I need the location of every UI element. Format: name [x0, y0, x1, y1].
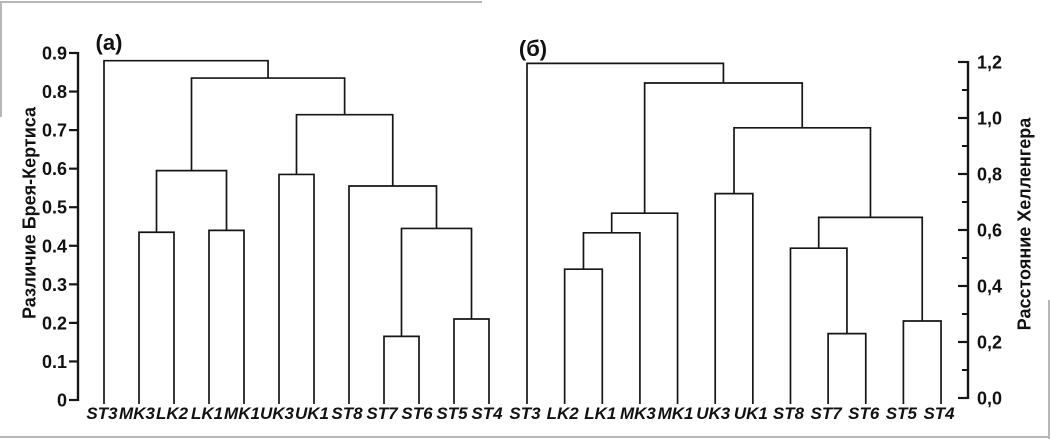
cluster-link-h0.59 [582, 231, 641, 404]
y-axis-tick-label: 0.2 [42, 313, 67, 333]
y-axis-tick-label: 1,2 [977, 53, 1002, 73]
cluster-link-h0.73 [714, 192, 754, 404]
leaf-label-st7: ST7 [366, 404, 399, 423]
cluster-link-h0.535 [789, 247, 848, 404]
leaf-label-st4: ST4 [471, 404, 503, 423]
cluster-link-h0.555 [348, 185, 438, 404]
left-axis-title: Различие Брея-Кертиса [19, 106, 40, 320]
scan-edge-right [1048, 300, 1050, 439]
cluster-link-h0.275 [902, 320, 942, 404]
panel-b: 1,2 1,0 0,8 0,6 0,4 0,2 0,0 ST3 LK2 LK1 MK3 MK1 UK3 U… [509, 53, 1002, 424]
scan-edge-bottom [0, 436, 1050, 438]
y-axis-tick-label: 0 [57, 391, 67, 411]
cluster-link-h0.46 [563, 268, 604, 404]
leaf-label-mk1: MK1 [224, 404, 260, 423]
panel-a-label: (а) [95, 30, 123, 55]
panel-a: 0.9 0.8 0.7 0.6 0.5 0.4 0.3 0.2 0.1 0 ST3 MK3 LK2 LK1… [42, 43, 503, 423]
y-axis-tick-label: 0,8 [977, 165, 1002, 185]
leaf-label-mk3: MK3 [119, 404, 155, 423]
cluster-link-h0.44 [208, 229, 245, 404]
scan-edge-left [0, 1, 2, 117]
leaf-label-uk3: UK3 [260, 404, 295, 423]
y-axis-tick-label: 0,0 [977, 389, 1002, 409]
y-axis-tick-label: 1,0 [977, 109, 1002, 129]
cluster-link-h0.445 [400, 227, 473, 337]
leaf-label-st6: ST6 [401, 404, 433, 423]
y-axis-tick-label: 0.3 [42, 275, 67, 295]
cluster-link-h0.585 [278, 173, 315, 404]
leaf-label-st5: ST5 [886, 404, 918, 423]
leaf-label-mk1: MK1 [658, 404, 694, 423]
leaf-label-uk3: UK3 [696, 404, 731, 423]
leaf-label-lk2: LK2 [547, 404, 580, 423]
cluster-link-h0.21 [453, 318, 490, 404]
leaf-label-uk1: UK1 [734, 404, 768, 423]
cluster-link-h0.595 [155, 169, 228, 233]
right-axis-title: Расстояние Хелленгера [1014, 117, 1035, 331]
y-axis-tick-label: 0.7 [42, 121, 67, 141]
cluster-link-h0.965 [733, 126, 872, 218]
cluster-link-h0.435 [138, 231, 175, 404]
y-axis-tick-label: 0.9 [42, 43, 67, 63]
leaf-label-st3: ST3 [509, 404, 541, 423]
y-axis-tick-label: 0.1 [42, 352, 67, 372]
panel-b-label: (б) [518, 36, 548, 61]
leaf-label-lk2: LK2 [156, 404, 189, 423]
cluster-link-h0.645 [817, 216, 924, 321]
y-axis-tick-label: 0,2 [977, 333, 1002, 353]
y-axis-tick-label: 0.8 [42, 82, 67, 102]
leaf-label-st3: ST3 [86, 404, 118, 423]
cluster-link-h0.835 [190, 77, 346, 171]
leaf-label-lk1: LK1 [584, 404, 616, 423]
y-axis-tick-label: 0.6 [42, 159, 67, 179]
leaf-label-st6: ST6 [848, 404, 880, 423]
cluster-link-h0.74 [295, 113, 394, 187]
cluster-link-h0.66 [610, 212, 679, 404]
cluster-link-h0.23 [827, 332, 867, 404]
y-axis-tick-label: 0.4 [42, 236, 67, 256]
cluster-link-h0.88 [103, 59, 269, 404]
leaf-label-st5: ST5 [436, 404, 468, 423]
leaf-label-st7: ST7 [811, 404, 844, 423]
y-axis-tick-label: 0,4 [977, 277, 1002, 297]
scan-edge-top [0, 1, 482, 3]
leaf-label-lk1: LK1 [191, 404, 223, 423]
leaf-label-uk1: UK1 [295, 404, 329, 423]
y-axis-tick-label: 0,6 [977, 221, 1002, 241]
leaf-label-st8: ST8 [773, 404, 805, 423]
cluster-link-h0.165 [383, 335, 420, 404]
leaf-label-st4: ST4 [923, 404, 955, 423]
y-axis-tick-label: 0.5 [42, 198, 67, 218]
cluster-link-h1.195 [526, 62, 725, 404]
leaf-label-st8: ST8 [331, 404, 363, 423]
leaf-label-mk3: MK3 [620, 404, 656, 423]
